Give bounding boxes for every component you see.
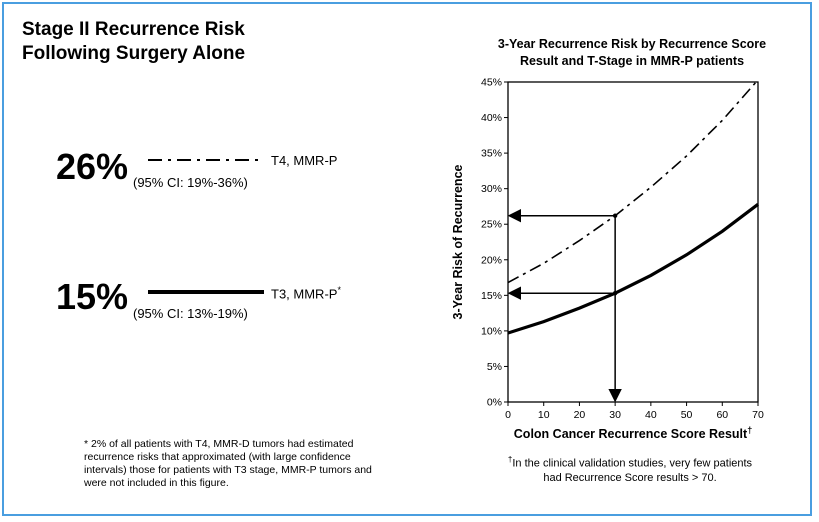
risk-t3-label-mark: * bbox=[337, 285, 341, 295]
legend-line-t3 bbox=[148, 290, 264, 294]
risk-t4-percent: 26% bbox=[56, 146, 129, 187]
series-line-t4 bbox=[507, 79, 759, 284]
chart-footnote-line1: †In the clinical validation studies, ver… bbox=[460, 453, 800, 471]
reference-point bbox=[612, 213, 618, 218]
chart-title-line2: Result and T-Stage in MMR-P patients bbox=[519, 54, 745, 68]
x-axis-label-mark: † bbox=[747, 425, 752, 435]
reference-point bbox=[612, 291, 618, 296]
y-tick-label: 5% bbox=[487, 361, 502, 373]
risk-t3-ci: (95% CI: 13%-19%) bbox=[133, 306, 248, 321]
x-axis-label: Colon Cancer Recurrence Score Result† bbox=[514, 425, 752, 441]
risk-t3-label-text: T3, MMR-P bbox=[271, 286, 338, 302]
x-tick-label: 30 bbox=[609, 409, 621, 421]
x-tick-label: 60 bbox=[716, 409, 728, 421]
x-tick-label: 20 bbox=[574, 409, 586, 421]
y-tick-label: 15% bbox=[481, 290, 502, 302]
chart-footnote-mark: † bbox=[507, 455, 513, 464]
y-axis-label: 3-Year Risk of Recurrence bbox=[451, 164, 465, 319]
x-tick-label: 40 bbox=[645, 409, 657, 421]
chart: 0% 5% 10% 15% 20% 25% 30% 35% 40% 45% 0 10 20 30 40 50 6… bbox=[451, 77, 764, 442]
chart-footnote-line2: had Recurrence Score results > 70. bbox=[543, 471, 717, 484]
panel-title-line1: Stage II Recurrence Risk bbox=[22, 19, 245, 40]
plot-area bbox=[507, 81, 759, 403]
series-line-t3 bbox=[507, 203, 759, 335]
y-tick-label: 30% bbox=[481, 183, 502, 195]
y-tick-label: 0% bbox=[487, 397, 502, 409]
chart-footnote: †In the clinical validation studies, ver… bbox=[460, 453, 800, 485]
chart-title-line1: 3-Year Recurrence Risk by Recurrence Sco… bbox=[497, 37, 767, 51]
y-tick-label: 45% bbox=[481, 77, 502, 89]
x-tick-label: 50 bbox=[681, 409, 693, 421]
legend-line-t4 bbox=[148, 159, 264, 161]
y-tick-label: 20% bbox=[481, 254, 502, 266]
risk-t3-label: T3, MMR-P* bbox=[271, 285, 341, 301]
panel-title-line2: Following Surgery Alone bbox=[22, 43, 246, 64]
x-tick-label: 70 bbox=[752, 409, 764, 421]
chart-footnote-text1: In the clinical validation studies, very… bbox=[512, 457, 753, 470]
y-tick-label: 35% bbox=[481, 148, 502, 160]
y-tick-label: 10% bbox=[481, 325, 502, 337]
risk-t3-percent: 15% bbox=[56, 276, 129, 317]
panel-title: Stage II Recurrence Risk Following Surge… bbox=[22, 18, 245, 66]
risk-t4-ci: (95% CI: 19%-36%) bbox=[133, 175, 248, 190]
figure-frame bbox=[2, 2, 812, 516]
y-tick-label: 25% bbox=[481, 219, 502, 231]
left-footnote: * 2% of all patients with T4, MMR-D tumo… bbox=[84, 438, 372, 489]
x-tick-label: 10 bbox=[538, 409, 550, 421]
chart-title: 3-Year Recurrence Risk by Recurrence Sco… bbox=[452, 36, 812, 70]
risk-t4-label: T4, MMR-P bbox=[271, 153, 338, 168]
y-tick-label: 40% bbox=[481, 112, 502, 124]
x-tick-label: 0 bbox=[505, 409, 511, 421]
